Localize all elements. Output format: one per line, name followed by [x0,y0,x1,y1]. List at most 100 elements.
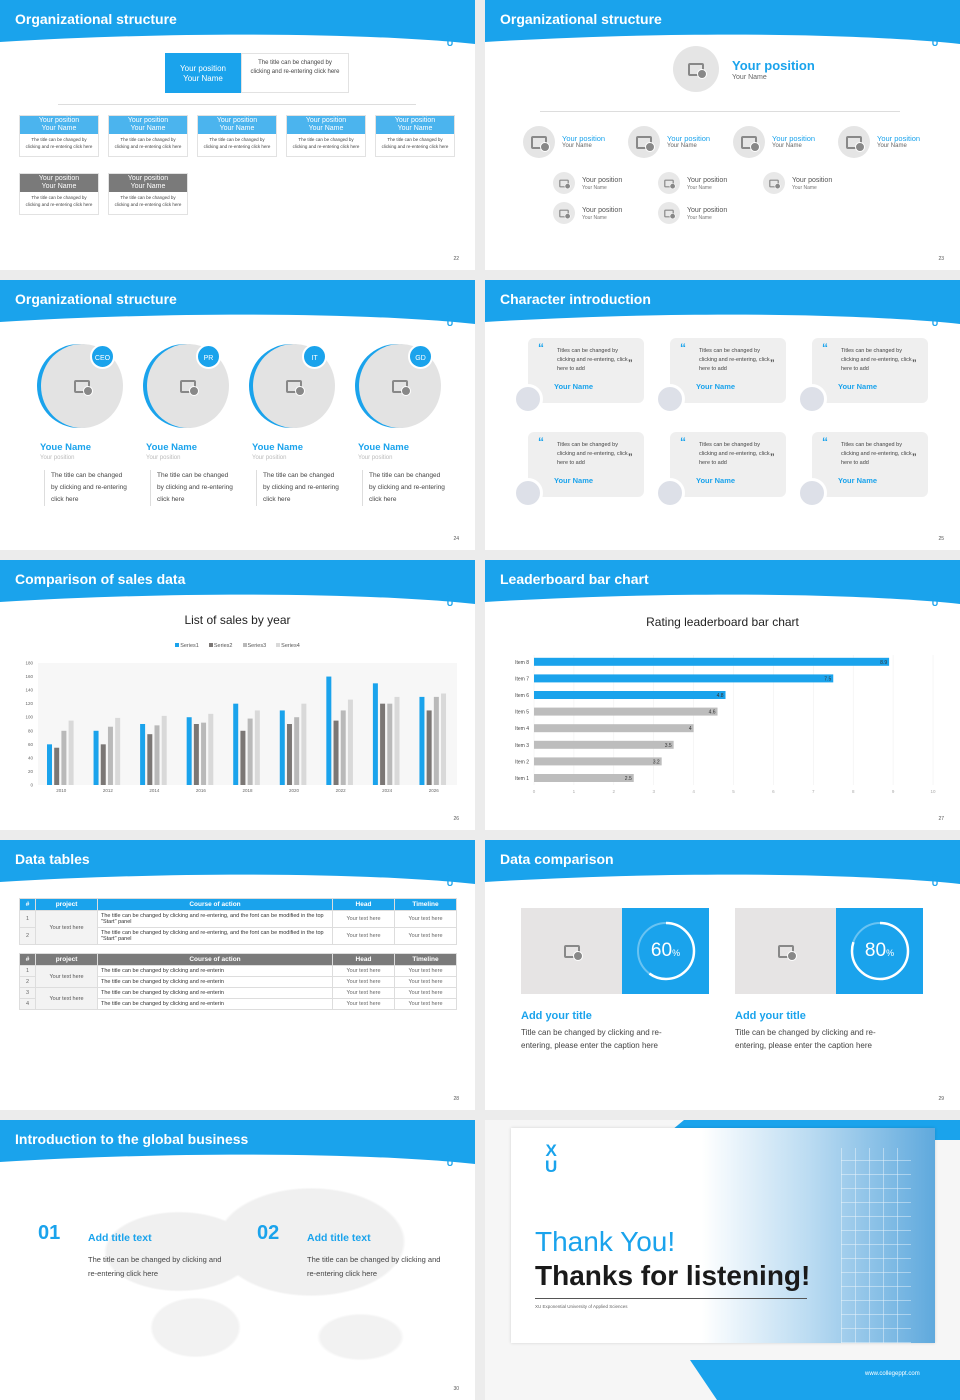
bar-Item 2 [534,757,662,766]
quote-close-icon: ” [770,358,775,368]
page-number: 22 [453,256,459,262]
chart-title: Rating leaderboard bar chart [646,615,799,629]
person-position: Your position [40,455,75,461]
avatar-icon [655,478,685,508]
bar-Item 8 [534,657,890,666]
bar-Series4-2012 [115,717,121,785]
x-tick-label: 1 [573,789,576,794]
person-description: The title can be changed by clicking and… [256,470,342,506]
page-number: 23 [938,256,944,262]
image-placeholder-icon [392,379,411,396]
progress-ring [636,921,696,981]
image-placeholder-icon [688,62,707,79]
image-placeholder-icon [74,379,93,396]
page-number: 27 [938,816,944,822]
avatar-icon [797,478,827,508]
bar-Item 3 [534,740,674,749]
head-cell: Your text here [332,976,395,988]
data-label: 2.5 [625,776,632,782]
bar-Series2-2024 [380,703,386,785]
action-cell: The title can be changed by clicking and… [97,965,334,977]
slide-25[interactable]: Character introduction X U 25 “ Titles can be… [485,280,960,550]
quote-close-icon: ” [628,452,633,462]
action-cell: The title can be changed by clicking and… [97,987,334,999]
position-card: Your position Your Name The title can be c… [197,115,277,157]
timeline-cell: Your text here [394,976,457,988]
page-number: 28 [453,1096,459,1102]
slide-23[interactable]: Organizational structure X U 23 Your positio… [485,0,960,270]
slide-22[interactable]: Organizational structure X U 22 Your positio… [0,0,475,270]
quote-text: Titles can be changed by clicking and re… [699,348,770,372]
y-tick-label: 100 [25,715,33,720]
x-tick-label: 2010 [56,788,67,793]
person-description: The title can be changed by clicking and… [150,470,236,506]
card-name: Your Name [696,476,736,485]
quote-text: Titles can be changed by clicking and re… [699,442,770,466]
column-header: Course of action [97,953,334,966]
slide-26[interactable]: Comparison of sales data X U 26 List of sale… [0,560,475,830]
row-number: 3 [18,987,37,999]
table-row: 4 The title can be changed by clicking an… [18,998,457,1010]
bar-Series3-2018 [247,718,253,785]
quote-card: “ Titles can be changed by clicking and r… [670,338,786,403]
position-card: Your position Your Name The title can be c… [108,115,188,157]
bar-Series4-2010 [68,720,74,785]
avatar-icon [655,384,685,414]
column-header: Head [332,953,395,966]
position: Your position [180,64,226,73]
position: Your position [38,117,80,124]
y-category-label: Item 5 [515,710,529,716]
quote-text: Titles can be changed by clicking and re… [841,442,912,466]
person-description: The title can be changed by clicking and… [44,470,130,506]
card-description: The title can be changed by clicking and… [203,137,271,149]
slide-30[interactable]: Introduction to the global business X U 30 0… [0,1120,475,1400]
slide-27[interactable]: Leaderboard bar chart X U 27 Rating leaderbo… [485,560,960,830]
progress-ring [850,921,910,981]
legend-label: Series3 [247,643,267,649]
quote-card: “ Titles can be changed by clicking and r… [812,432,928,497]
position: Your position [687,177,728,184]
page-number: 26 [453,816,459,822]
column-header: # [18,898,37,911]
x-tick-label: 2026 [429,788,440,793]
slide-24[interactable]: Organizational structure X U 24 CEO Youe Name… [0,280,475,550]
item-description: The title can be changed by clicking and… [88,1255,222,1278]
column-header: project [35,953,99,966]
position-card: Your position Your Name The title can be c… [286,115,366,157]
position: Your position [877,134,921,143]
top-position: Your position [732,58,815,73]
y-tick-label: 80 [28,728,34,733]
quote-text: Titles can be changed by clicking and re… [841,348,912,372]
x-tick-label: 0 [533,789,536,794]
legend-item: Series2 [208,643,233,649]
data-label: 4.8 [717,693,724,699]
position-card: Your position Your Name The title can be c… [19,173,99,215]
y-tick-label: 20 [28,769,34,774]
slide-title: Organizational structure [15,11,177,27]
name: Your Name [582,215,607,221]
slide-29[interactable]: Data comparison X U 29 60% Add your title Titl… [485,840,960,1110]
column-header: Head [332,898,395,911]
slide-title: Comparison of sales data [15,571,186,587]
project-cell: Your text here [35,965,99,988]
legend-swatch [242,643,247,647]
bar-Series1-2010 [47,744,52,785]
card-header: Your position Your Name [376,116,454,134]
card-name: Your Name [554,476,594,485]
timeline-cell: Your text here [394,910,457,928]
slide-31[interactable]: X U Thank You! Thanks for listening! XU Expo… [485,1120,960,1400]
quote-close-icon: ” [912,358,917,368]
position-card: Your position Your Name The title can be c… [108,173,188,215]
avatar [553,202,575,224]
slide-28[interactable]: Data tables X U 28 # project Course of action H… [0,840,475,1110]
position: Your position [582,177,623,184]
x-tick-label: 2014 [149,788,160,793]
page-number: 25 [938,536,944,542]
avatar [733,126,765,158]
legend-item: Series1 [175,643,199,649]
image-placeholder-icon [559,209,571,219]
